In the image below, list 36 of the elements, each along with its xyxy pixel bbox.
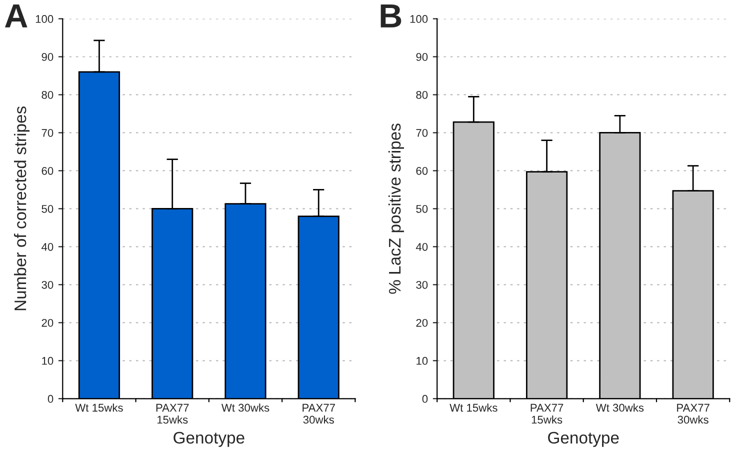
y-tick-label: 50 [416,204,428,213]
y-tick-label: 60 [416,166,428,175]
x-tick-label: Wt 30wks [221,404,270,412]
x-tick-label: Wt 15wks [75,404,123,412]
x-tick-label: Wt 30wks [596,404,644,412]
y-tick-label: 40 [42,242,54,251]
y-tick-label: 50 [42,204,54,213]
x-tick-label: Wt 15wks [450,404,498,412]
y-tick-label: 20 [42,318,54,327]
y-axis-title: Number of corrected stripes [14,106,30,310]
y-tick-label: 90 [42,53,54,61]
y-tick-label: 10 [416,356,428,365]
y-tick-label: 20 [416,318,428,327]
y-tick-label: 70 [416,128,428,137]
x-axis-title: Genotype [548,432,619,447]
x-tick-label: PAX77 30wks [677,404,710,424]
y-tick-label: 10 [42,356,54,365]
y-tick-label: 80 [42,91,54,99]
x-tick-label: PAX77 15wks [156,404,189,424]
text: A [4,4,28,28]
x-axis-title: Genotype [174,432,244,447]
y-tick-label: 0 [422,394,428,403]
y-tick-label: 100 [410,15,428,23]
y-tick-label: 100 [36,15,54,23]
y-tick-label: 40 [416,242,428,251]
y-tick-label: 30 [42,280,54,289]
y-tick-label: 90 [416,53,428,61]
y-tick-label: 60 [42,166,54,175]
y-tick-label: 30 [416,280,428,289]
y-tick-label: 0 [48,394,54,403]
y-tick-label: 70 [42,128,54,137]
y-tick-label: 80 [416,91,428,99]
x-tick-label: PAX77 15wks [530,404,564,424]
y-axis-title: % LacZ positive stripes [388,124,404,294]
x-tick-label: PAX77 30wks [302,404,335,424]
text: B [380,4,402,28]
